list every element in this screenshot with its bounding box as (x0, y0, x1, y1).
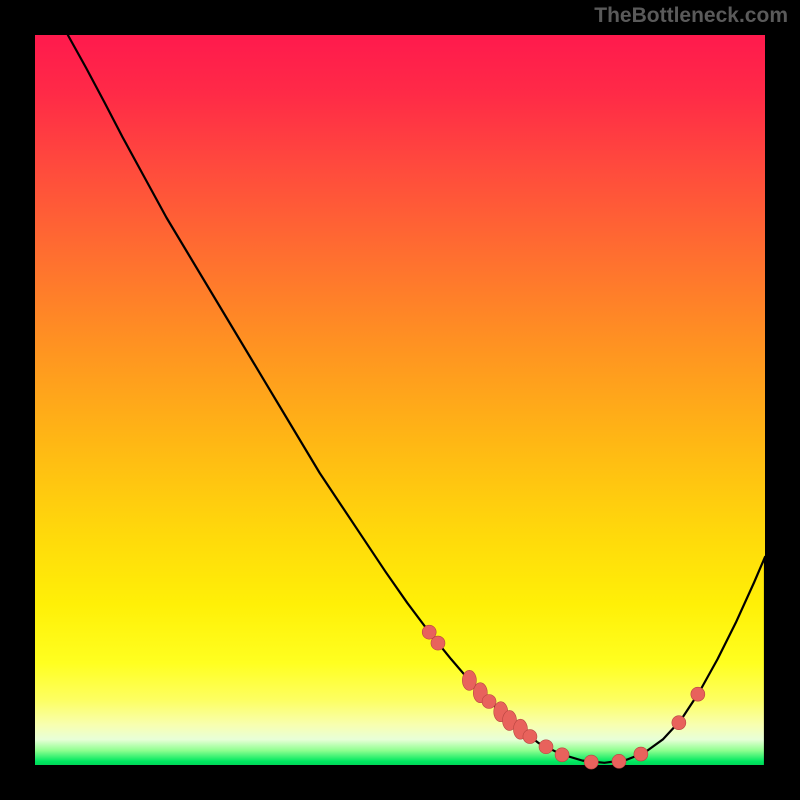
chart-container: TheBottleneck.com (0, 0, 800, 800)
chart-svg (0, 0, 800, 800)
watermark-text: TheBottleneck.com (594, 4, 788, 28)
